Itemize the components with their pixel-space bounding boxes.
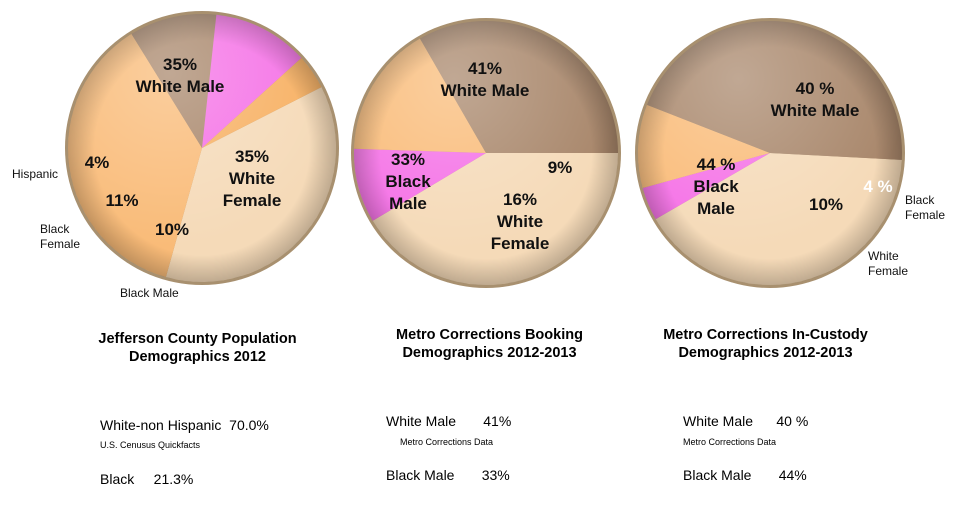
caption-line: Jefferson County Population (98, 331, 297, 347)
slice-label-black-female: 9% (548, 158, 573, 177)
slice-label-black-female: 4 % (863, 177, 892, 196)
slice-label-white-female: 35% White Female (223, 147, 282, 210)
chart-caption-booking: Metro Corrections Booking Demographics 2… (372, 326, 607, 362)
chart-caption-in-custody: Metro Corrections In-Custody Demographic… (653, 326, 878, 362)
stat-line: Black Male 33% (386, 467, 510, 483)
stat-line: Black Male 44% (683, 467, 807, 483)
source-note-booking: Metro Corrections Data (400, 437, 494, 447)
external-label-black-female: Black Female (905, 193, 945, 222)
slice-label-hispanic: 4% (85, 153, 110, 172)
source-note-in-custody: Metro Corrections Data (683, 437, 777, 447)
stat-line: White Male 40 % (683, 413, 809, 429)
pie-chart-in-custody: 40 % White Male 4 % 10% 44 % Black Male Black Fe… (635, 18, 945, 288)
pie-gloss (638, 21, 902, 285)
slice-label-white-female: 10% (809, 195, 843, 214)
slice-label-white-male: 35% White Male (136, 55, 225, 96)
external-label-black-female: Black Female (40, 222, 80, 251)
slice-label-white-male: 40 % White Male (771, 79, 860, 120)
caption-line: Demographics 2012-2013 (402, 345, 577, 361)
slice-label-white-male: 41% White Male (441, 59, 530, 100)
stat-line: White-non Hispanic 70.0% (100, 417, 269, 433)
caption-line: Demographics 2012 (128, 349, 266, 365)
pie-chart-jefferson-county: 35% White Male 35% White Female 10% 11% 4% Black… (12, 11, 339, 300)
source-note-jefferson: U.S. Cenusus Quickfacts (100, 440, 201, 450)
external-label-black-male: Black Male (120, 286, 179, 300)
pie-gloss (68, 14, 336, 282)
caption-line: Metro Corrections In-Custody (663, 327, 868, 343)
stat-line: Black 21.3% (100, 471, 194, 487)
stat-line: White Male 41% (386, 413, 512, 429)
pie-chart-booking: 41% White Male 9% 16% White Female 33% Black Mal… (351, 18, 621, 288)
external-label-white-female: White Female (868, 249, 908, 278)
chart-caption-jefferson: Jefferson County Population Demographics… (80, 330, 315, 366)
slice-label-black-male: 44 % Black Male (693, 155, 739, 218)
caption-line: Metro Corrections Booking (396, 327, 583, 343)
slice-label-black-male: 10% (155, 220, 189, 239)
pie-charts: 35% White Male 35% White Female 10% 11% 4% Black… (12, 11, 945, 300)
caption-line: Demographics 2012-2013 (678, 345, 853, 361)
slice-label-black-female: 11% (105, 191, 138, 210)
slice-label-white-female: 16% White Female (491, 190, 550, 253)
external-label-hispanic: Hispanic (12, 167, 58, 181)
slice-label-black-male: 33% Black Male (385, 150, 431, 213)
pie-gloss (354, 21, 618, 285)
